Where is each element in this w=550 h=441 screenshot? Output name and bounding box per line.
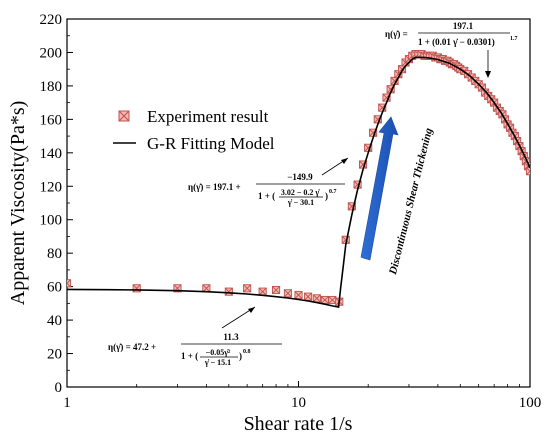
y-tick-label: 100 <box>40 213 63 229</box>
legend-label-fit: G-R Fitting Model <box>147 134 275 153</box>
x-tick-label: 10 <box>291 395 306 411</box>
y-axis-title: Apparent Viscosity(Pa*s) <box>7 101 29 306</box>
svg-text:η(γ̇) = 47.2 +: η(γ̇) = 47.2 + <box>108 342 156 352</box>
data-point <box>341 235 350 244</box>
data-point <box>132 284 141 293</box>
shear-thickening-arrow <box>360 116 399 261</box>
svg-text:η(γ̇) = 197.1 +: η(γ̇) = 197.1 + <box>188 182 241 192</box>
x-tick-label: 1 <box>63 395 71 411</box>
tick-labels: 0 20 40 60 80 100 120 140 160 180 200 220 1 10 100 <box>40 12 542 411</box>
legend: Experiment result G-R Fitting Model <box>113 107 275 153</box>
equation-low: η(γ̇) = 47.2 + 11.3 1 + ( −0.05γ̇² γ̇ − … <box>108 306 282 367</box>
svg-text:η(γ̇) =: η(γ̇) = <box>385 29 408 39</box>
svg-text:): ) <box>239 351 242 361</box>
svg-text:): ) <box>325 191 328 201</box>
legend-label-experiment: Experiment result <box>147 107 269 126</box>
data-point <box>283 289 292 298</box>
svg-text:γ̇ − 30.1: γ̇ − 30.1 <box>287 198 314 207</box>
y-tick-label: 40 <box>47 313 62 329</box>
data-point <box>328 295 337 305</box>
y-tick-label: 200 <box>40 45 63 61</box>
data-point <box>258 287 267 296</box>
y-tick-label: 220 <box>40 12 63 28</box>
data-point <box>224 287 233 296</box>
data-point <box>320 295 329 305</box>
data-point <box>304 292 313 301</box>
x-axis-title: Shear rate 1/s <box>244 413 353 435</box>
y-tick-label: 80 <box>47 246 62 262</box>
svg-text:3.02 − 0.2 γ̇: 3.02 − 0.2 γ̇ <box>281 188 320 197</box>
svg-text:−149.9: −149.9 <box>287 172 313 182</box>
equation-high: η(γ̇) = 197.1 1 + (0.01 γ̇ − 0.0301) 1.7 <box>385 21 518 78</box>
svg-text:11.3: 11.3 <box>223 332 239 342</box>
y-tick-label: 20 <box>47 347 62 363</box>
svg-text:γ̇ − 15.1: γ̇ − 15.1 <box>204 358 231 367</box>
svg-text:1 + (: 1 + ( <box>181 351 198 361</box>
legend-marker-experiment <box>118 110 130 122</box>
data-point <box>272 285 281 295</box>
shear-thickening-label: Discontinuous Shear Thickening <box>387 126 435 276</box>
data-point <box>294 290 303 300</box>
equation-mid: η(γ̇) = 197.1 + −149.9 1 + ( 3.02 − 0.2 … <box>188 157 349 207</box>
data-point <box>67 279 72 288</box>
svg-text:0.8: 0.8 <box>243 349 251 355</box>
data-point <box>243 284 252 293</box>
y-tick-label: 120 <box>40 179 63 195</box>
fit-line <box>67 56 530 308</box>
data-point <box>312 294 321 303</box>
svg-text:1.7: 1.7 <box>510 36 518 42</box>
y-tick-label: 140 <box>40 146 63 162</box>
svg-text:1 + (0.01 γ̇ − 0.0301): 1 + (0.01 γ̇ − 0.0301) <box>418 37 495 47</box>
axis-ticks <box>66 18 531 388</box>
svg-text:0.7: 0.7 <box>329 189 337 195</box>
data-point <box>525 167 530 176</box>
y-tick-label: 160 <box>40 112 63 128</box>
x-tick-label: 100 <box>519 395 542 411</box>
svg-text:−0.05γ̇²: −0.05γ̇² <box>206 348 231 357</box>
y-tick-label: 180 <box>40 79 63 95</box>
y-tick-label: 60 <box>47 280 62 296</box>
svg-text:197.1: 197.1 <box>453 21 474 31</box>
y-tick-label: 0 <box>55 380 63 396</box>
svg-text:1 + (: 1 + ( <box>258 191 275 201</box>
